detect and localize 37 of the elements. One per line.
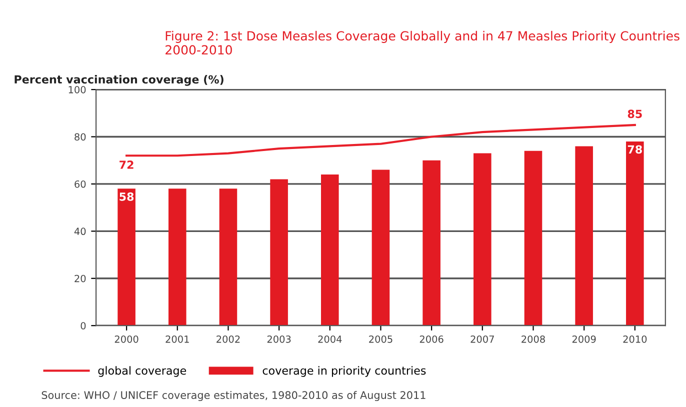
- bar: [626, 141, 644, 326]
- bar: [422, 160, 440, 326]
- y-tick-label: 60: [74, 180, 86, 188]
- x-tick-label: 2006: [420, 335, 444, 343]
- x-tick-label: 2007: [470, 335, 494, 343]
- bar: [118, 188, 136, 326]
- x-tick-label: 2003: [267, 335, 291, 343]
- data-label: 58: [120, 192, 134, 201]
- y-axis-title: Percent vaccination coverage (%): [14, 74, 224, 86]
- y-tick-label: 0: [80, 322, 86, 330]
- x-tick-label: 2000: [114, 335, 138, 343]
- bar: [270, 179, 288, 326]
- bar: [168, 188, 186, 326]
- x-tick-label: 2005: [369, 335, 392, 343]
- legend-label: coverage in priority countries: [262, 366, 426, 377]
- x-tick-label: 2004: [318, 335, 342, 343]
- data-label: 78: [628, 145, 642, 154]
- x-tick-label: 2010: [623, 335, 647, 343]
- bar: [219, 188, 238, 326]
- x-tick-label: 2009: [572, 335, 596, 343]
- bar: [320, 174, 339, 326]
- legend-label: global coverage: [98, 366, 186, 377]
- x-tick-label: 2008: [522, 335, 545, 343]
- bar: [524, 150, 542, 326]
- data-label: 72: [120, 160, 134, 169]
- bar: [575, 146, 593, 326]
- y-tick-label: 80: [74, 133, 86, 141]
- chart-title: Figure 2: 1st Dose Measles Coverage Globally and in 47 Measles Priority Countries 2000-2010: [166, 30, 680, 55]
- x-tick-label: 2002: [216, 335, 240, 343]
- x-tick-label: 2001: [166, 335, 189, 343]
- source-note: Source: WHO / UNICEF coverage estimates, 1980-2010 as of August 2011: [42, 390, 426, 402]
- y-tick-label: 40: [74, 228, 86, 236]
- bar: [474, 153, 492, 326]
- y-tick-label: 100: [68, 86, 86, 94]
- bar: [372, 170, 390, 326]
- data-label: 85: [628, 110, 642, 118]
- y-tick-label: 20: [74, 274, 86, 282]
